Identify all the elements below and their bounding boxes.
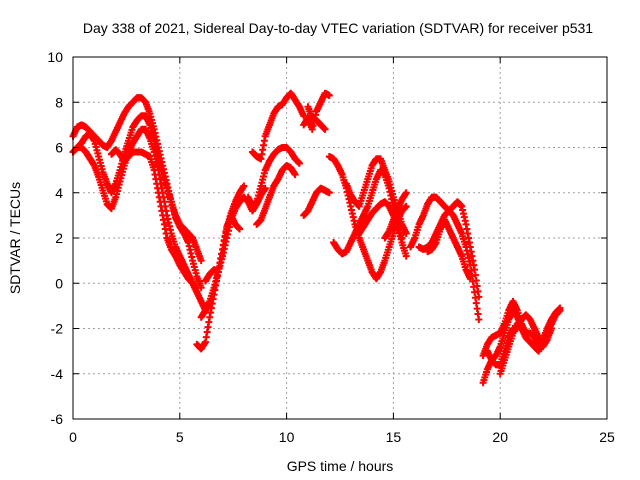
data-point [300, 112, 308, 120]
chart-title: Day 338 of 2021, Sidereal Day-to-day VTE… [83, 20, 593, 36]
data-point [402, 189, 410, 197]
data-series [424, 216, 474, 283]
data-point [518, 315, 526, 323]
y-tick-label: 0 [55, 275, 63, 291]
y-axis-label: SDTVAR / TECUs [7, 182, 23, 294]
data-points [69, 89, 564, 387]
data-point [295, 159, 303, 167]
x-tick-label: 25 [599, 429, 615, 445]
data-point [197, 257, 205, 265]
y-tick-label: -2 [51, 321, 64, 337]
y-tick-label: -4 [51, 366, 64, 382]
data-point [547, 325, 555, 332]
x-tick-label: 20 [492, 429, 508, 445]
data-series [342, 155, 410, 237]
y-tick-label: 2 [55, 230, 63, 246]
data-series [244, 144, 303, 210]
y-tick-label: 6 [55, 140, 63, 156]
data-point [475, 315, 483, 323]
x-tick-label: 15 [386, 429, 402, 445]
data-point [556, 306, 564, 314]
data-point [321, 125, 329, 133]
data-series [496, 315, 526, 378]
y-axis-ticks: -6 -4 -2 0 2 4 6 8 10 [47, 49, 607, 427]
y-tick-label: -6 [51, 411, 64, 427]
data-series [300, 184, 333, 219]
data-series [325, 153, 410, 283]
data-point [402, 229, 410, 237]
data-point [291, 171, 299, 179]
x-tick-label: 0 [69, 429, 77, 445]
data-series [304, 103, 329, 133]
x-tick-label: 5 [176, 429, 184, 445]
x-axis-ticks: 0 5 10 15 20 25 [69, 57, 615, 445]
data-point [240, 182, 248, 190]
data-series [253, 162, 299, 228]
data-point [325, 91, 333, 99]
data-point [325, 189, 333, 197]
x-axis-label: GPS time / hours [287, 458, 394, 474]
x-tick-label: 10 [279, 429, 295, 445]
data-point [197, 284, 205, 292]
y-tick-label: 8 [55, 94, 63, 110]
data-series [201, 211, 244, 285]
data-point [466, 275, 474, 283]
data-point [402, 202, 410, 210]
data-point [236, 225, 244, 233]
data-series [248, 89, 308, 163]
y-tick-label: 4 [55, 185, 63, 201]
data-series [381, 189, 410, 242]
data-series [406, 193, 483, 301]
y-tick-label: 10 [47, 49, 63, 65]
data-point [402, 252, 410, 260]
grid-lines [73, 57, 607, 419]
